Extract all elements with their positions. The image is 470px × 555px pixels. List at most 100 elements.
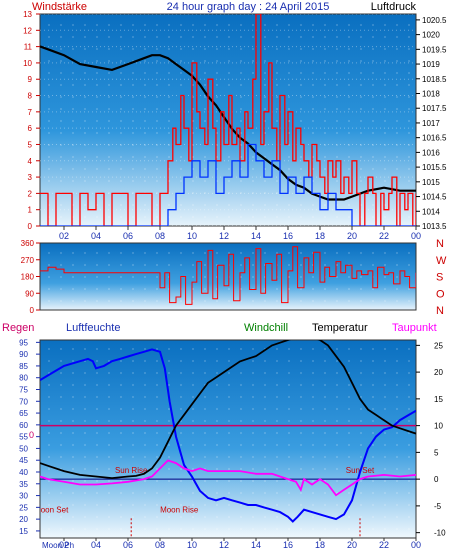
y-tick-label: 70 [19,397,28,406]
moon-set-label: Moon Set [34,505,69,514]
y-tick-label: 13 [23,10,32,19]
y-tick-label: 20 [19,515,28,524]
temperature-line [40,340,416,480]
rain-legend: Regen [2,322,34,334]
y-tick-label: 1 [28,206,33,215]
moon-rise-label: Moon Rise [160,505,199,514]
y2-tick-label: 20 [434,368,443,377]
y-tick-label: 90 [25,289,34,298]
dewpoint-line [40,459,416,497]
x-tick-label: 22 [379,231,389,241]
humidity-line [40,348,416,523]
x-tick-label: 06 [123,540,133,550]
temperature-humidity-panel: Regen Luftfeuchte Windchill Temperatur T… [2,322,446,550]
y-tick-label: 50 [19,444,28,453]
x-tick-label: 18 [315,231,325,241]
moon-phase-label: Moon Ph [42,541,74,550]
x-tick-label: 08 [155,231,165,241]
y-tick-label: 60 [19,421,28,430]
y2-tick-label: 1015.5 [422,163,447,172]
y-tick-label: 360 [21,239,35,248]
y2-tick-label: -5 [434,502,442,511]
y-tick-label: 90 [19,350,28,359]
y-tick-label: 11 [24,43,33,52]
y-tick-label: 35 [19,480,28,489]
compass-label: N [436,238,444,250]
y-tick-label: 55 [19,433,28,442]
y2-tick-label: 15 [434,395,443,404]
chart-title: 24 hour graph day : 24 April 2015 [167,1,330,13]
y2-tick-label: 1020.5 [422,16,447,25]
x-tick-label: 00 [411,540,421,550]
compass-label: W [436,255,447,267]
y-tick-label: 25 [19,503,28,512]
x-tick-label: 02 [59,540,69,550]
x-tick-label: 18 [315,540,325,550]
x-tick-label: 22 [379,540,389,550]
wind-direction-line [40,246,416,305]
x-tick-label: 14 [251,540,261,550]
y-tick-label: 45 [19,456,28,465]
y-tick-label: 3 [28,173,33,182]
temperature-legend: Temperatur [312,322,368,334]
y2-tick-label: 1018.5 [422,75,447,84]
y2-tick-label: 1014 [422,207,440,216]
y2-tick-label: 1014.5 [422,193,447,202]
night-band [40,491,131,538]
y2-tick-label: 1018 [422,90,440,99]
x-tick-label: 06 [123,231,133,241]
y-tick-label: 9 [28,75,33,84]
x-tick-label: 10 [187,231,197,241]
x-tick-label: 12 [219,540,229,550]
dewpoint-legend: Taupunkt [392,322,437,334]
x-tick-label: 14 [251,231,261,241]
x-tick-label: 16 [283,231,293,241]
humidity-legend: Luftfeuchte [66,322,120,334]
y2-tick-label: 1017.5 [422,104,447,113]
y-tick-label: 10 [23,59,32,68]
y-tick-label: 0 [30,306,35,315]
y-tick-label: 85 [19,362,28,371]
y-tick-label: 30 [19,492,28,501]
y-tick-label: 270 [21,256,35,265]
x-tick-label: 04 [91,231,101,241]
y2-tick-label: 1016.5 [422,134,447,143]
y2-tick-label: 1016 [422,148,440,157]
x-tick-label: 16 [283,540,293,550]
y2-tick-label: 1013.5 [422,222,447,231]
y-tick-label: 5 [28,140,33,149]
y2-tick-label: -10 [434,529,446,538]
y2-tick-label: 1015 [422,178,440,187]
y-tick-label: 180 [21,273,35,282]
y-tick-label: 80 [19,374,28,383]
left-axis-title: Windstärke [32,1,87,13]
y-tick-label: 75 [19,386,28,395]
y-tick-label: 12 [23,26,32,35]
y2-tick-label: 10 [434,422,443,431]
x-tick-label: 04 [91,540,101,550]
y-tick-label: 7 [28,108,33,117]
compass-label: S [436,272,443,284]
compass-label: N [436,305,444,317]
y2-tick-label: 1020 [422,31,440,40]
y-tick-label: 0 [28,222,33,231]
y2-tick-label: 1019.5 [422,45,447,54]
y-tick-label: 6 [28,124,33,133]
x-tick-label: 20 [347,540,357,550]
wind-gust-line [40,14,416,226]
y2-tick-label: 5 [434,448,439,457]
y-tick-label: 15 [19,527,28,536]
y2-tick-label: 0 [434,475,439,484]
y-tick-label: 65 [19,409,28,418]
x-tick-label: 00 [411,231,421,241]
zero-line-label: 0 [29,430,34,440]
wind-pressure-panel: 0123456789101112131013.510141014.5101510… [23,1,447,241]
x-tick-label: 20 [347,231,357,241]
x-tick-label: 02 [59,231,69,241]
y2-tick-label: 1019 [422,60,440,69]
y-tick-label: 95 [19,338,28,347]
y2-tick-label: 1017 [422,119,440,128]
y2-tick-label: 25 [434,341,443,350]
right-axis-title: Luftdruck [371,1,417,13]
